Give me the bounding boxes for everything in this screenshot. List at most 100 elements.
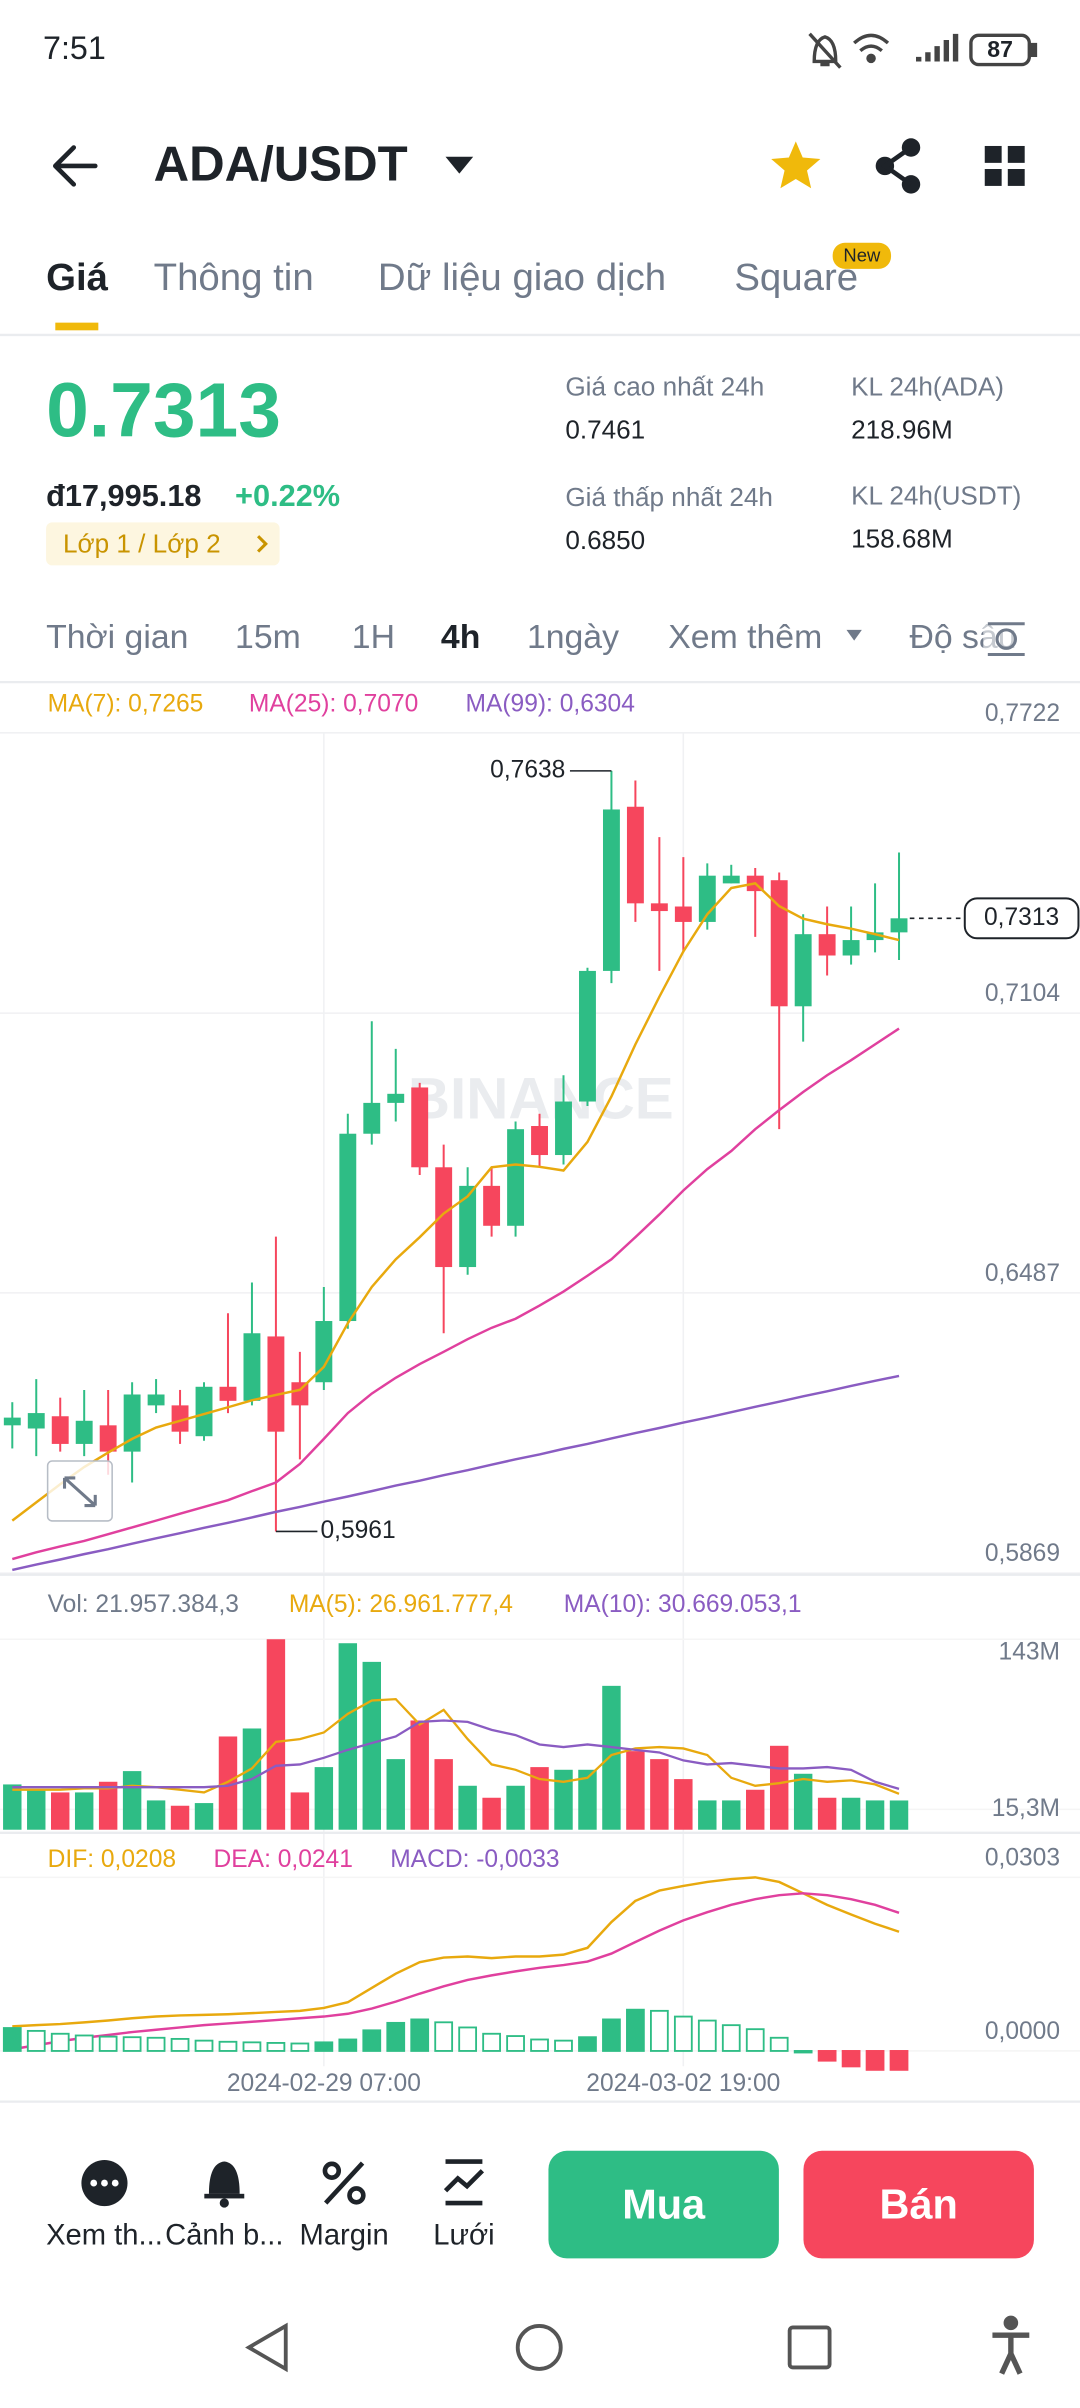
volume-bar	[3, 1784, 22, 1830]
action-label[interactable]: Xem th...	[46, 2220, 163, 2252]
fiat-price: đ17,995.18	[46, 478, 201, 513]
macd-bar	[122, 2036, 142, 2052]
y-tick-label: 0,7722	[985, 700, 1060, 727]
candle-body	[27, 1413, 45, 1429]
y-tick-label: 143M	[999, 1639, 1060, 1666]
volume-bar	[506, 1785, 525, 1830]
interval[interactable]: Xem thêm	[668, 618, 822, 656]
volume-bar	[290, 1792, 310, 1830]
candle-body	[602, 809, 620, 971]
macd-bar	[314, 2041, 334, 2052]
volume-bar	[530, 1767, 549, 1830]
macd-bar	[290, 2042, 310, 2052]
layout-button[interactable]	[984, 145, 1025, 186]
macd-line	[12, 1892, 900, 2051]
macd-bar	[626, 2008, 645, 2052]
sell-label[interactable]: Bán	[880, 2181, 958, 2228]
macd-bar	[410, 2018, 430, 2052]
volume-ma-line	[12, 1719, 900, 1790]
stat-label: Giá thấp nhất 24h	[565, 482, 773, 512]
macd-bar	[434, 2021, 454, 2052]
tab[interactable]: Giá	[46, 256, 109, 299]
macd-bar	[74, 2034, 94, 2052]
candle-body	[339, 1133, 357, 1322]
macd-bar	[266, 2042, 286, 2052]
ma-line	[12, 1374, 900, 1572]
macd-bar	[2, 2027, 22, 2052]
favorite-star[interactable]	[771, 141, 821, 189]
macd-bar	[146, 2036, 166, 2052]
candle-body	[483, 1185, 501, 1226]
macd-bar	[889, 2050, 909, 2071]
volume-bar	[482, 1797, 501, 1830]
share-button[interactable]	[875, 138, 921, 194]
y-tick-label: 0,0303	[985, 1844, 1060, 1871]
interval[interactable]: Thời gian	[46, 618, 188, 656]
y-tick-label: 0,5869	[985, 1540, 1060, 1567]
interval[interactable]: 15m	[235, 618, 301, 656]
interval[interactable]: 1H	[352, 618, 395, 656]
macd-bar	[338, 2038, 358, 2052]
more-caret	[846, 629, 862, 641]
volume-bar	[218, 1736, 238, 1830]
battery-level: 87	[987, 36, 1013, 62]
sell-button[interactable]	[803, 2150, 1034, 2259]
interval[interactable]: 4h	[441, 618, 480, 656]
candle-body	[866, 932, 884, 941]
tab[interactable]: Thông tin	[154, 256, 314, 299]
macd-bar	[649, 2009, 669, 2052]
action-label[interactable]: Lưới	[433, 2220, 494, 2252]
legend-item: MA(7): 0,7265	[48, 691, 204, 718]
macd-bar	[578, 2036, 597, 2052]
candle-body	[770, 880, 788, 1007]
macd-bar	[242, 2041, 262, 2052]
macd-bar	[26, 2029, 46, 2052]
legend-item: MA(5): 26.961.777,4	[289, 1591, 513, 1618]
candle-body	[459, 1185, 477, 1268]
macd-bar	[50, 2032, 70, 2052]
tag-text[interactable]: Lớp 1 / Lớp 2	[63, 528, 221, 558]
stat-value: 0.6850	[565, 525, 645, 555]
volume-bar	[122, 1771, 142, 1830]
candle-body	[579, 970, 596, 1102]
tab[interactable]: Dữ liệu giao dịch	[378, 256, 666, 299]
y-tick-label: 15,3M	[992, 1795, 1060, 1822]
macd-bar	[697, 2019, 717, 2052]
pair-title[interactable]: ADA/USDT	[154, 136, 408, 191]
macd-bar	[98, 2035, 118, 2052]
volume-bar	[698, 1800, 717, 1830]
volume-bar	[650, 1759, 669, 1830]
candle-body	[507, 1129, 525, 1226]
nav-bar[interactable]	[245, 2315, 1030, 2375]
stat-label: KL 24h(USDT)	[851, 481, 1021, 511]
buy-button[interactable]	[548, 2150, 779, 2259]
status-time: 7:51	[43, 30, 106, 66]
action-label[interactable]: Cảnh b...	[165, 2220, 283, 2252]
macd-bar	[170, 2037, 190, 2052]
candle-body	[842, 940, 860, 956]
expand-button[interactable]	[46, 1460, 113, 1522]
bottom-icons[interactable]	[81, 2159, 485, 2208]
stat-label: KL 24h(ADA)	[851, 372, 1004, 402]
candle-body	[890, 918, 908, 933]
status-icons	[808, 32, 1038, 69]
legend-item: DIF: 0,0208	[48, 1846, 176, 1873]
macd-bar	[458, 2026, 478, 2052]
last-price: 0.7313	[46, 368, 281, 454]
candle-body	[99, 1425, 117, 1452]
candle-body	[794, 934, 812, 1007]
chart-settings[interactable]	[987, 622, 1025, 657]
stat-label: Giá cao nhất 24h	[565, 372, 764, 402]
volume-bar	[817, 1797, 837, 1830]
tag-badge[interactable]	[46, 522, 280, 566]
volume-bar	[410, 1720, 429, 1830]
buy-label[interactable]: Mua	[622, 2181, 706, 2228]
volume-bar	[674, 1779, 693, 1830]
volume-bar	[746, 1789, 765, 1830]
candle-body	[650, 903, 668, 912]
action-label[interactable]: Margin	[300, 2220, 389, 2252]
interval[interactable]: 1ngày	[527, 618, 619, 656]
pair-dropdown[interactable]	[445, 156, 474, 174]
back-button[interactable]	[53, 145, 98, 187]
